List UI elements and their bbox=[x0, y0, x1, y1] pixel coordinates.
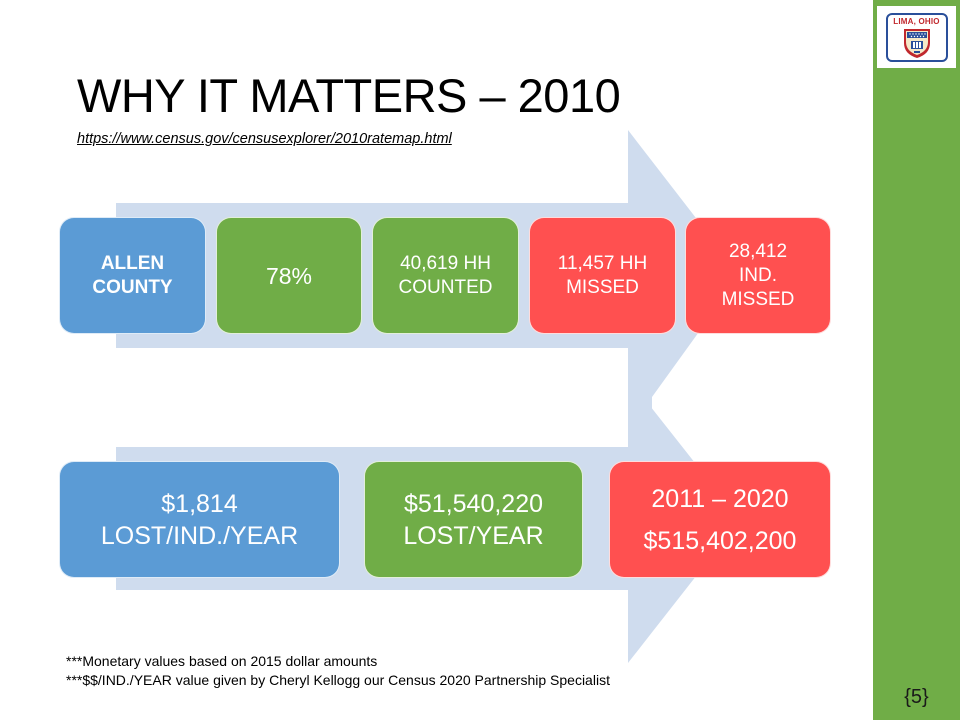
box-line: 2011 – 2020 bbox=[651, 484, 789, 513]
footnotes: ***Monetary values based on 2015 dollar … bbox=[66, 652, 610, 690]
city-seal-icon: LIMA, OHIO bbox=[885, 12, 948, 62]
box-line: IND. bbox=[739, 264, 777, 286]
box-line: 28,412 bbox=[728, 240, 788, 262]
box-lost-per-individual: $1,814 LOST/IND./YEAR bbox=[59, 461, 340, 578]
box-line: COUNTY bbox=[92, 276, 173, 298]
logo-text: LIMA, OHIO bbox=[893, 16, 940, 26]
box-hh-counted: 40,619 HH COUNTED bbox=[372, 217, 519, 334]
footnote: ***$$/IND./YEAR value given by Cheryl Ke… bbox=[66, 672, 610, 688]
box-line: $51,540,220 bbox=[403, 489, 544, 518]
box-decade-total: 2011 – 2020 $515,402,200 bbox=[609, 461, 831, 578]
box-line: MISSED bbox=[721, 288, 795, 310]
box-line: 40,619 HH bbox=[400, 252, 491, 274]
box-line: LOST/YEAR bbox=[403, 521, 544, 550]
source-link[interactable]: https://www.census.gov/censusexplorer/20… bbox=[77, 131, 452, 147]
shield-icon bbox=[903, 28, 930, 58]
box-line: 11,457 HH bbox=[557, 252, 648, 274]
box-line: 78% bbox=[265, 262, 313, 289]
box-line: ALLEN bbox=[100, 252, 165, 274]
box-hh-missed: 11,457 HH MISSED bbox=[529, 217, 676, 334]
box-ind-missed: 28,412 IND. MISSED bbox=[685, 217, 831, 334]
slide-title: WHY IT MATTERS – 2010 bbox=[77, 69, 621, 122]
box-line: $515,402,200 bbox=[643, 526, 797, 555]
arrow-connector bbox=[628, 348, 652, 447]
box-line: LOST/IND./YEAR bbox=[100, 521, 299, 550]
box-line: MISSED bbox=[566, 276, 639, 298]
lima-ohio-logo: LIMA, OHIO bbox=[877, 6, 956, 68]
page-number: {5} bbox=[904, 686, 929, 708]
footnote: ***Monetary values based on 2015 dollar … bbox=[66, 653, 378, 669]
green-sidebar bbox=[873, 0, 960, 720]
box-line: COUNTED bbox=[398, 276, 493, 298]
box-response-rate: 78% bbox=[216, 217, 362, 334]
box-lost-per-year: $51,540,220 LOST/YEAR bbox=[364, 461, 583, 578]
box-line: $1,814 bbox=[161, 489, 238, 518]
box-allen-county: ALLEN COUNTY bbox=[59, 217, 206, 334]
